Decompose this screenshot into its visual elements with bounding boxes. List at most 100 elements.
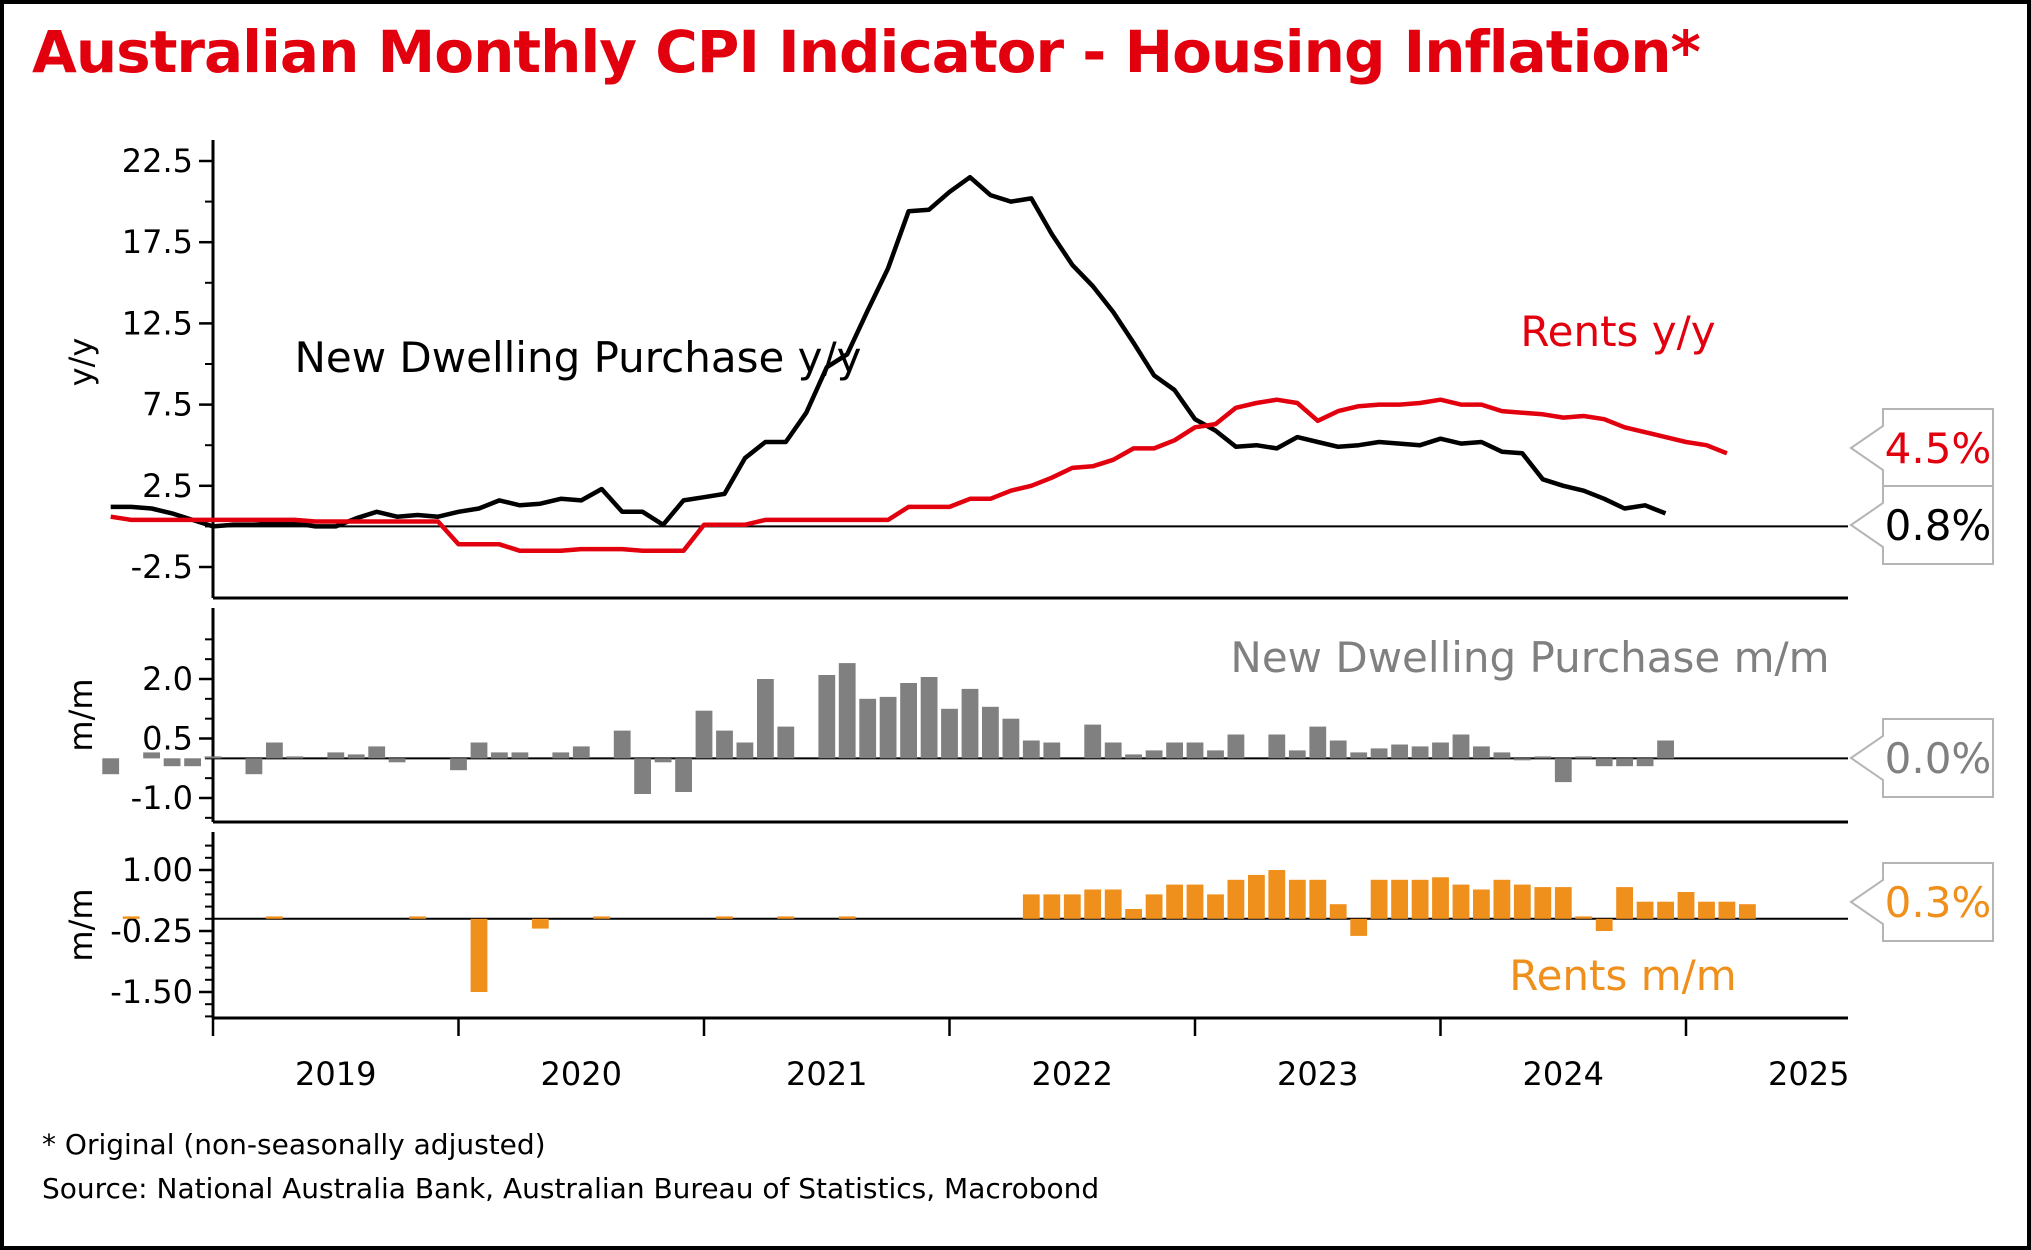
bar xyxy=(1575,916,1593,919)
y-tick-label: 1.00 xyxy=(122,851,193,889)
bar xyxy=(327,752,345,759)
x-tick-label: 2022 xyxy=(1032,1055,1113,1093)
bar xyxy=(613,730,631,759)
value-callout-label: 0.8% xyxy=(1885,501,1992,550)
bar xyxy=(1391,879,1408,919)
bar xyxy=(1166,884,1183,919)
bar xyxy=(920,677,938,759)
bar xyxy=(941,708,958,759)
bar xyxy=(1084,724,1102,759)
x-tick-label: 2024 xyxy=(1523,1055,1604,1093)
bar xyxy=(1104,889,1122,919)
bar xyxy=(1145,894,1163,919)
value-callout-label: 0.0% xyxy=(1885,734,1992,783)
series-annotation: New Dwelling Purchase m/m xyxy=(1230,633,1829,682)
y-tick-label: -1.50 xyxy=(110,973,193,1011)
bar xyxy=(1288,750,1306,759)
footnote: * Original (non-seasonally adjusted) xyxy=(42,1128,546,1161)
bar xyxy=(1657,901,1674,919)
bar xyxy=(163,758,181,767)
bar xyxy=(1043,894,1061,919)
bar xyxy=(1268,870,1286,919)
bar xyxy=(1309,726,1327,759)
bar xyxy=(1125,909,1142,919)
bar xyxy=(1432,877,1449,919)
y-tick-label: 22.5 xyxy=(122,142,193,180)
bar xyxy=(1677,892,1695,919)
bar xyxy=(1268,734,1286,759)
bar xyxy=(511,752,529,759)
y-axis-label: y/y xyxy=(62,338,100,387)
y-tick-label: -2.5 xyxy=(131,548,193,586)
value-callout-box xyxy=(1849,485,1994,565)
bar xyxy=(1473,746,1490,759)
bar xyxy=(1329,740,1347,759)
bar xyxy=(838,916,856,919)
x-tick-label: 2019 xyxy=(295,1055,376,1093)
source-note: Source: National Australia Bank, Austral… xyxy=(42,1172,1100,1205)
bar xyxy=(900,683,917,759)
bar xyxy=(266,916,283,919)
bar xyxy=(204,756,222,759)
bar xyxy=(1370,748,1388,759)
bar xyxy=(1616,758,1633,767)
bar xyxy=(777,916,795,919)
y-axis-label: m/m xyxy=(62,678,100,751)
bar xyxy=(245,758,263,775)
bar xyxy=(1575,756,1593,759)
bar xyxy=(716,916,733,919)
y-tick-label: -1.0 xyxy=(131,779,193,817)
bar xyxy=(470,918,488,992)
bar xyxy=(1350,918,1368,936)
bar xyxy=(675,758,692,792)
bar xyxy=(266,742,283,759)
bar xyxy=(982,706,999,759)
bar xyxy=(757,679,774,759)
bar xyxy=(1554,758,1572,783)
bar xyxy=(1554,887,1572,919)
x-tick-label: 2023 xyxy=(1277,1055,1358,1093)
y-tick-label: 17.5 xyxy=(122,223,193,261)
bar xyxy=(1022,894,1040,919)
bar xyxy=(695,710,713,759)
bar xyxy=(450,758,467,771)
bar xyxy=(1166,742,1183,759)
bar xyxy=(1595,918,1613,931)
bar xyxy=(1718,901,1736,919)
bar xyxy=(1698,901,1715,919)
bar xyxy=(1411,746,1429,759)
bar xyxy=(1636,758,1654,767)
value-callout-box xyxy=(1849,718,1994,798)
bar xyxy=(1616,887,1633,919)
bar xyxy=(1350,752,1368,759)
bar xyxy=(1391,744,1408,759)
bar xyxy=(1186,884,1204,919)
bar xyxy=(1370,879,1388,919)
bar xyxy=(1043,742,1061,759)
bar xyxy=(1432,742,1449,759)
bar xyxy=(184,758,201,767)
bar xyxy=(1084,889,1102,919)
bar xyxy=(143,752,160,759)
y-axis-label: m/m xyxy=(62,888,100,961)
bar xyxy=(879,696,897,759)
bar xyxy=(1104,742,1122,759)
x-tick-label: 2020 xyxy=(541,1055,622,1093)
bar xyxy=(838,663,856,759)
bar xyxy=(1227,734,1245,759)
value-callout-label: 0.3% xyxy=(1885,878,1992,927)
bar xyxy=(777,726,795,759)
series-annotation: Rents m/m xyxy=(1509,951,1736,1000)
bar xyxy=(1186,742,1204,759)
bar xyxy=(1595,758,1613,767)
bar xyxy=(1452,884,1470,919)
bar xyxy=(1473,889,1490,919)
value-callout-box xyxy=(1849,408,1994,488)
bar xyxy=(961,688,979,759)
bar xyxy=(552,752,570,759)
bar xyxy=(818,675,836,759)
bar xyxy=(531,918,549,929)
y-tick-label: 12.5 xyxy=(122,304,193,342)
bar xyxy=(1207,894,1224,919)
